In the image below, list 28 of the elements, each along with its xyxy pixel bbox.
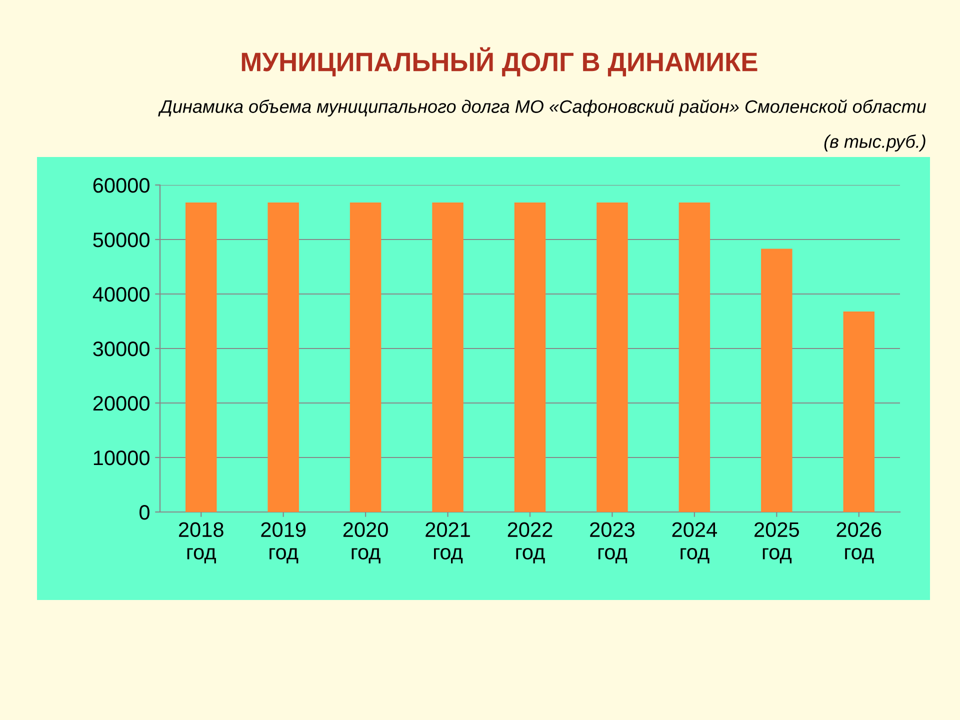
x-tick-label: 2023 год (590, 522, 634, 564)
bar (761, 248, 792, 512)
chart-title: МУНИЦИПАЛЬНЫЙ ДОЛГ В ДИНАМИКЕ (242, 47, 758, 76)
bar (350, 202, 382, 512)
bar (596, 202, 628, 512)
y-tick-label: 10000 (94, 450, 150, 466)
x-tick-label: 2026 год (836, 522, 882, 564)
bar (843, 311, 875, 512)
y-tick-label: 40000 (92, 287, 150, 302)
text: (в тыс.руб.) (824, 134, 926, 152)
bar (185, 202, 217, 512)
x-tick-label: 2024 год (672, 522, 718, 564)
y-tick-label: 0 (140, 505, 150, 520)
chart-subtitle: Динамика объема муниципального долга МО «Сафоновский район» Смоленской области (158, 99, 926, 117)
x-tick-label: 2018 год (178, 522, 224, 564)
x-tick-label: 2019 год (261, 522, 306, 564)
x-tick-label: 2025 год (754, 522, 799, 564)
y-tick-label: 60000 (93, 178, 150, 193)
bar (514, 202, 546, 512)
x-tick-label: 2021 год (426, 522, 470, 564)
y-tick-label: 50000 (93, 232, 150, 248)
x-tick-label: 2020 год (343, 522, 388, 564)
y-tick-label: 30000 (93, 342, 150, 356)
bar (268, 202, 299, 512)
bar (678, 202, 710, 512)
y-tick-label: 20000 (93, 396, 150, 411)
x-tick-label: 2022 год (508, 522, 552, 564)
bar (432, 202, 464, 512)
